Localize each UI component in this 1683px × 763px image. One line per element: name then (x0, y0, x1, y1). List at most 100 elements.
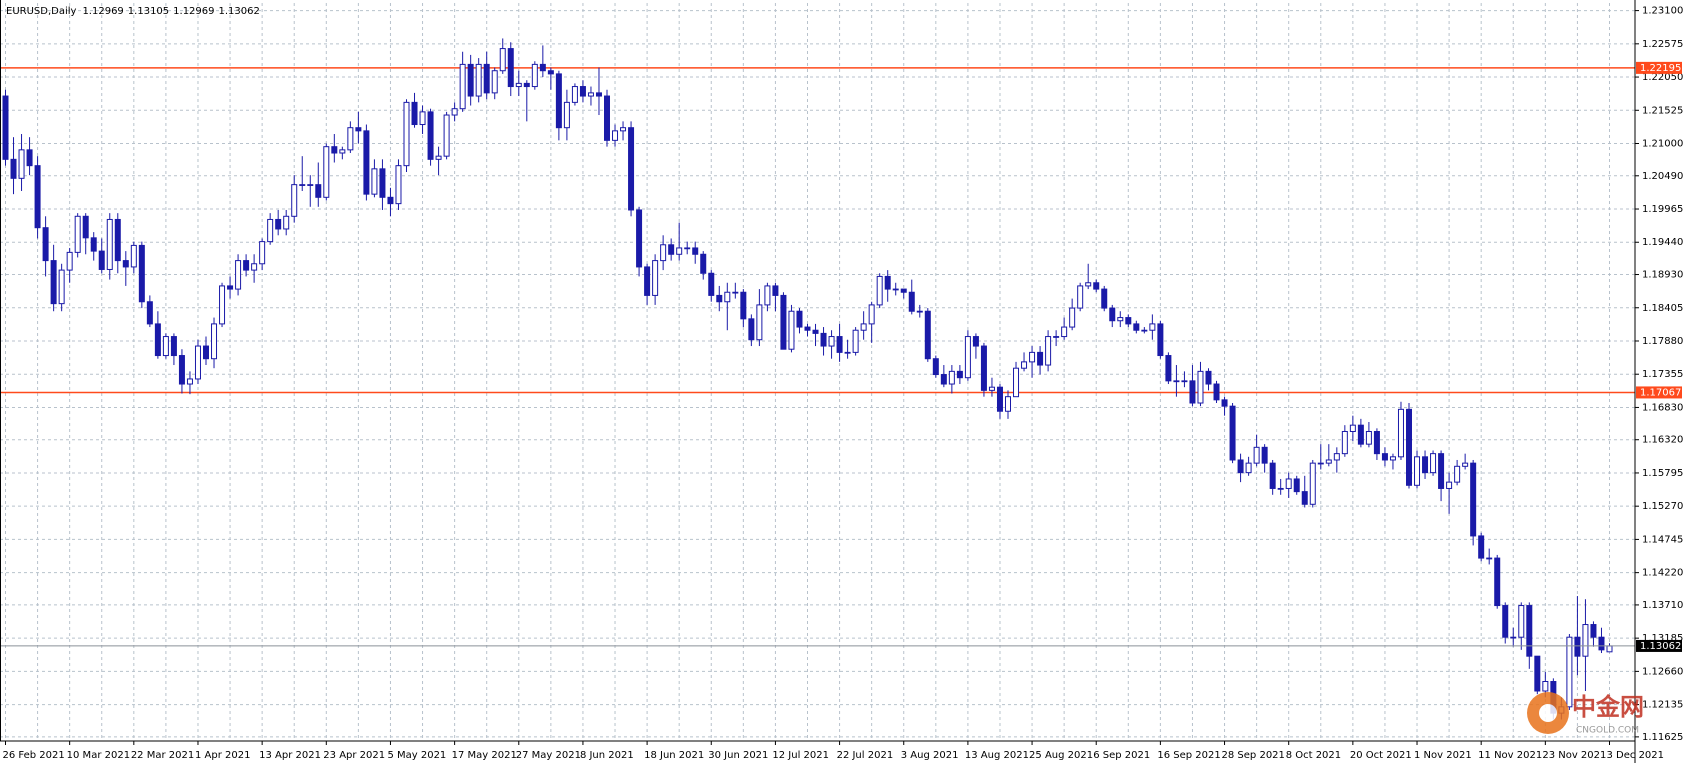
y-tick-label: 1.17355 (1642, 369, 1683, 380)
candle-body (884, 275, 891, 290)
candle-body (203, 345, 209, 360)
level-label: 1.17067 (1640, 387, 1681, 398)
candle-body (956, 370, 963, 379)
level-label-box (1636, 61, 1682, 74)
candle-body (483, 63, 490, 94)
candle-body (10, 158, 17, 179)
candle-body (315, 184, 322, 198)
x-tick-label: 12 Jul 2021 (772, 750, 829, 761)
candle-body (1430, 453, 1437, 474)
candle-body (467, 63, 474, 97)
x-tick-label: 26 Feb 2021 (3, 750, 65, 761)
candle-body (331, 146, 338, 154)
candle-body (1397, 408, 1404, 458)
current-price-box (1636, 639, 1682, 652)
candle-body (1213, 383, 1220, 401)
candle-body (980, 345, 987, 391)
candle-body (1510, 636, 1517, 639)
candle-body (146, 301, 153, 325)
current-price-label: 1.13062 (1640, 641, 1681, 652)
candle-body (114, 218, 121, 262)
candle-body (1165, 355, 1172, 382)
candle-body (339, 149, 346, 154)
y-tick-label: 1.23100 (1642, 6, 1683, 17)
candle-body (1005, 396, 1011, 412)
y-tick-label: 1.12135 (1642, 700, 1683, 711)
y-tick-label: 1.16830 (1642, 402, 1683, 413)
candle-body (555, 73, 562, 129)
candle-body (379, 168, 386, 198)
candle-body (1085, 282, 1092, 287)
x-tick-label: 28 Sep 2021 (1222, 750, 1285, 761)
candle-body (579, 86, 586, 97)
candle-body (1197, 370, 1204, 404)
candle-body (1237, 459, 1244, 474)
candle-body (644, 266, 651, 296)
candle-body (42, 227, 49, 262)
candle-body (227, 285, 234, 290)
candle-body (427, 111, 434, 160)
candle-body (1406, 408, 1412, 486)
candle-body (1534, 655, 1541, 692)
candle-body (507, 48, 514, 88)
candle-body (612, 130, 619, 141)
y-tick-label: 1.22575 (1642, 39, 1683, 50)
candle-body (251, 263, 258, 271)
candle-body (1061, 326, 1068, 338)
candle-body (371, 168, 378, 195)
header-close: 1.13062 (219, 6, 260, 17)
candle-body (74, 215, 81, 253)
y-tick-label: 1.11625 (1642, 732, 1683, 743)
candle-body (1149, 323, 1156, 331)
candle-body (676, 247, 683, 255)
candle-body (395, 165, 402, 205)
candle-body (2, 95, 9, 160)
candle-body (1470, 462, 1477, 537)
candle-body (788, 310, 795, 350)
candle-body (26, 149, 33, 167)
candle-body (459, 63, 466, 110)
candle-body (820, 332, 827, 347)
x-tick-label: 25 Aug 2021 (1029, 750, 1093, 761)
candle-body (1277, 487, 1284, 490)
x-tick-label: 3 Aug 2021 (901, 750, 959, 761)
y-tick-label: 1.15270 (1642, 501, 1683, 512)
header-high: 1.13105 (128, 6, 169, 17)
candle-body (1478, 535, 1485, 559)
candle-body (138, 244, 145, 303)
candle-body (748, 318, 755, 341)
candle-body (908, 291, 915, 312)
x-tick-label: 23 Nov 2021 (1542, 750, 1606, 761)
x-tick-label: 22 Mar 2021 (131, 750, 194, 761)
candle-body (1462, 462, 1469, 467)
candle-body (475, 63, 482, 97)
y-tick-label: 1.19440 (1642, 237, 1683, 248)
candle-body (1157, 323, 1164, 357)
candle-body (900, 288, 907, 293)
candle-body (844, 351, 851, 354)
candle-body (1373, 430, 1380, 455)
candle-body (1029, 351, 1036, 363)
candle-body (243, 260, 250, 271)
candle-body (34, 165, 41, 229)
candle-body (1574, 636, 1581, 657)
candle-body (772, 285, 779, 296)
candle-body (58, 269, 65, 305)
candle-body (235, 260, 242, 290)
candle-body (186, 378, 193, 385)
x-tick-label: 11 Nov 2021 (1478, 750, 1542, 761)
candle-body (708, 272, 715, 296)
candle-body (780, 294, 787, 350)
candle-body (178, 355, 185, 385)
candle-body (660, 244, 667, 262)
x-tick-label: 16 Sep 2021 (1157, 750, 1220, 761)
candle-body (1101, 288, 1108, 309)
candle-body (964, 336, 971, 379)
candle-body (1229, 405, 1236, 461)
candle-body (1021, 361, 1028, 369)
candle-body (154, 323, 161, 357)
candle-body (756, 304, 763, 341)
candle-body (1293, 478, 1300, 493)
x-tick-label: 10 Mar 2021 (67, 750, 130, 761)
